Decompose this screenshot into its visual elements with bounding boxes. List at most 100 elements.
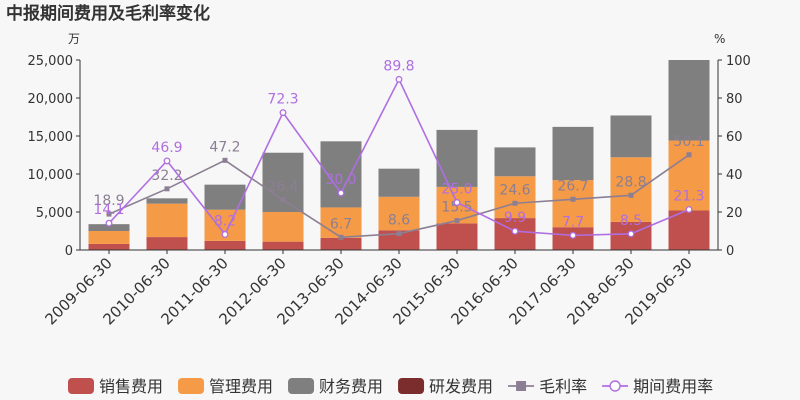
point-期间费用率 [627, 230, 635, 238]
bar-财务费用-2016-06-30 [494, 147, 536, 177]
legend: 销售费用 管理费用 财务费用 研发费用 毛利率 期间费用率 [68, 377, 713, 396]
point-毛利率 [454, 218, 460, 224]
bar-管理费用-2018-06-30 [610, 157, 652, 222]
label-毛利率: 24.6 [499, 182, 530, 198]
left-tick-label: 20,000 [28, 92, 74, 107]
right-tick-label: 80 [726, 92, 743, 107]
bar-财务费用-2015-06-30 [436, 129, 478, 187]
right-tick-label: 40 [726, 168, 743, 183]
point-毛利率 [106, 211, 112, 217]
label-期间费用率: 25.0 [441, 182, 472, 198]
point-毛利率 [222, 157, 228, 163]
label-毛利率: 8.6 [388, 213, 410, 229]
label-期间费用率: 7.7 [562, 214, 584, 230]
label-期间费用率: 8.5 [620, 213, 642, 229]
bar-管理费用-2009-06-30 [88, 231, 130, 244]
legend-label-研发费用: 研发费用 [429, 377, 493, 396]
bars-layer [88, 60, 710, 250]
legend-swatch-研发费用 [398, 378, 425, 394]
right-tick-label: 100 [726, 54, 751, 69]
label-毛利率: 50.1 [673, 134, 704, 150]
right-tick-label: 0 [726, 244, 734, 259]
bar-管理费用-2014-06-30 [378, 196, 420, 231]
bar-销售费用-2012-06-30 [262, 241, 304, 250]
point-毛利率 [396, 231, 402, 237]
point-毛利率 [280, 197, 286, 203]
bar-销售费用-2013-06-30 [320, 237, 362, 250]
point-期间费用率 [337, 189, 345, 197]
label-毛利率: 15.5 [441, 200, 472, 216]
point-期间费用率 [279, 109, 287, 117]
left-tick-label: 5,000 [36, 206, 73, 221]
label-毛利率: 28.8 [615, 174, 646, 190]
label-毛利率: 18.9 [93, 193, 124, 209]
point-期间费用率 [105, 219, 113, 227]
legend-swatch-销售费用 [68, 378, 94, 394]
bar-财务费用-2010-06-30 [146, 198, 188, 204]
point-毛利率 [512, 200, 518, 206]
bar-财务费用-2017-06-30 [552, 126, 594, 181]
legend-label-毛利率: 毛利率 [539, 377, 587, 396]
bar-财务费用-2009-06-30 [88, 224, 130, 231]
label-期间费用率: 21.3 [673, 189, 704, 205]
point-毛利率 [686, 152, 692, 158]
bar-销售费用-2011-06-30 [204, 240, 246, 250]
bar-销售费用-2010-06-30 [146, 237, 188, 250]
left-tick-label: 10,000 [28, 168, 74, 183]
label-毛利率: 6.7 [330, 216, 352, 232]
point-期间费用率 [569, 231, 577, 239]
bar-管理费用-2016-06-30 [494, 176, 536, 219]
right-axis-unit: % [714, 32, 725, 46]
point-期间费用率 [453, 199, 461, 206]
point-毛利率 [338, 234, 344, 240]
label-期间费用率: 30.0 [325, 172, 356, 188]
chart-title: 中报期间费用及毛利率变化 [6, 3, 210, 24]
point-期间费用率 [395, 75, 403, 83]
bar-管理费用-2017-06-30 [552, 180, 594, 228]
legend-swatch-管理费用 [178, 378, 205, 394]
point-期间费用率 [685, 206, 693, 213]
bar-销售费用-2009-06-30 [88, 243, 130, 250]
point-期间费用率 [221, 230, 229, 238]
bar-财务费用-2018-06-30 [610, 115, 652, 158]
bar-管理费用-2012-06-30 [262, 212, 304, 242]
legend-marker-毛利率 [516, 381, 527, 391]
label-期间费用率: 46.9 [151, 140, 182, 156]
bar-销售费用-2014-06-30 [378, 230, 420, 250]
bar-管理费用-2010-06-30 [146, 203, 188, 238]
legend-label-管理费用: 管理费用 [209, 377, 273, 396]
label-毛利率: 26.7 [557, 178, 588, 194]
label-毛利率: 26.4 [267, 179, 298, 195]
label-毛利率: 47.2 [209, 139, 240, 155]
bar-财务费用-2019-06-30 [668, 60, 710, 141]
point-毛利率 [570, 196, 576, 202]
point-期间费用率 [163, 157, 171, 165]
legend-label-销售费用: 销售费用 [99, 377, 163, 396]
bar-管理费用-2019-06-30 [668, 140, 710, 211]
point-毛利率 [628, 192, 634, 198]
point-毛利率 [164, 186, 170, 192]
label-期间费用率: 72.3 [267, 92, 298, 108]
bar-管理费用-2013-06-30 [320, 207, 362, 238]
left-axis-unit: 万 [68, 32, 80, 46]
label-期间费用率: 9.9 [504, 210, 526, 226]
lines-layer: 18.932.247.226.46.7 8.615.524.6 26.7 28.850… [93, 58, 705, 240]
bar-销售费用-2019-06-30 [668, 210, 710, 250]
legend-swatch-财务费用 [288, 378, 315, 394]
label-期间费用率: 14.1 [93, 202, 124, 218]
legend-label-期间费用率: 期间费用率 [633, 377, 713, 396]
label-期间费用率: 8.2 [214, 213, 236, 229]
legend-marker-期间费用率 [609, 380, 621, 392]
bar-财务费用-2014-06-30 [378, 168, 420, 197]
label-期间费用率: 89.8 [383, 58, 414, 74]
right-tick-label: 60 [726, 130, 743, 145]
bar-销售费用-2015-06-30 [436, 223, 478, 250]
left-tick-label: 15,000 [28, 130, 74, 145]
right-tick-label: 20 [726, 206, 743, 221]
point-期间费用率 [511, 227, 519, 235]
legend-label-财务费用: 财务费用 [319, 377, 383, 396]
left-tick-label: 25,000 [28, 54, 74, 69]
left-tick-label: 0 [65, 244, 73, 259]
